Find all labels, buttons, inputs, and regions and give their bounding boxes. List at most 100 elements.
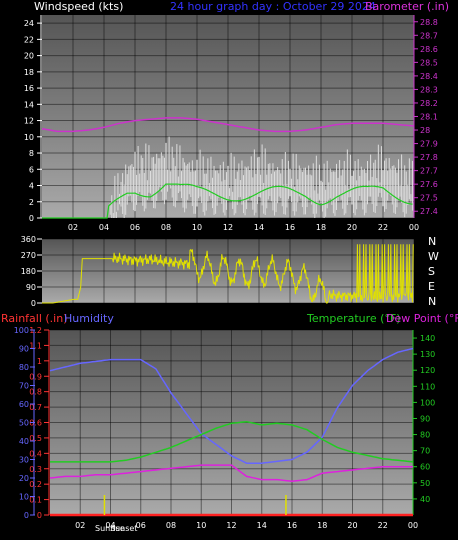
temp-panel-bg (50, 330, 413, 515)
temp-axis-title: Temperature (°F) (306, 312, 401, 325)
baro-tick-label: 28.4 (420, 72, 438, 81)
rain-axis-title: Rainfall (.in) (1, 312, 68, 325)
temp-x-tick-label: 10 (196, 521, 206, 530)
sunrise-label: Sunrise (95, 524, 125, 533)
chart-title: 24 hour graph day : October 29 2024 (170, 0, 376, 13)
wind-tick-label: 2 (29, 198, 34, 207)
humidity-line (49, 347, 414, 464)
baro-tick-label: 27.5 (420, 194, 438, 203)
wind-tick-label: 6 (29, 165, 34, 174)
baro-tick-label: 28.6 (420, 45, 438, 54)
temp-x-tick-label: 12 (226, 521, 236, 530)
rain-tick-label: 0.8 (29, 388, 42, 397)
baro-tick-label: 28.7 (420, 31, 438, 40)
dewpoint-line (49, 464, 413, 482)
temp-tick-label: 80 (420, 431, 430, 440)
temp-x-tick-label: 14 (257, 521, 267, 530)
compass-label: N (428, 235, 436, 248)
wind-tick-label: 18 (24, 68, 34, 77)
dew-axis-title: Dew Point (°F) (386, 312, 458, 325)
temp-tick-label: 130 (420, 350, 435, 359)
baro-tick-label: 28.2 (420, 99, 438, 108)
wind-tick-label: 24 (24, 19, 34, 28)
wind-x-tick-label: 08 (161, 223, 171, 232)
baro-tick-label: 27.7 (420, 167, 438, 176)
rain-tick-label: 1.2 (29, 326, 42, 335)
rain-tick-label: 0.1 (29, 496, 42, 505)
rain-tick-label: 1 (37, 357, 42, 366)
temp-tick-label: 70 (420, 447, 430, 456)
baro-tick-label: 28.3 (420, 85, 438, 94)
rain-tick-label: 0.9 (29, 372, 42, 381)
temp-x-tick-label: 18 (317, 521, 327, 530)
humidity-tick-label: 50 (19, 419, 29, 428)
humidity-tick-label: 20 (19, 474, 29, 483)
direction-tick-label: 270 (21, 251, 36, 260)
barometer-line (41, 117, 415, 133)
temp-x-tick-label: 16 (287, 521, 297, 530)
humidity-tick-label: 10 (19, 493, 29, 502)
wind-x-tick-label: 00 (409, 223, 419, 232)
wind-x-tick-label: 02 (68, 223, 78, 232)
wind-avg-line (42, 183, 413, 219)
compass-label: N (428, 295, 436, 308)
wind-x-tick-label: 14 (254, 223, 264, 232)
wind-axis-title: Windspeed (kts) (34, 0, 123, 13)
baro-axis-title: Barometer (.in) (365, 0, 449, 13)
temp-x-tick-label: 04 (105, 521, 115, 530)
wind-tick-label: 10 (24, 133, 34, 142)
rain-tick-label: 0.3 (29, 465, 42, 474)
temp-x-tick-label: 22 (378, 521, 388, 530)
rain-tick-label: 1.1 (29, 341, 42, 350)
temp-tick-label: 110 (420, 382, 435, 391)
humidity-tick-label: 90 (19, 345, 29, 354)
baro-tick-label: 27.9 (420, 140, 438, 149)
baro-tick-label: 27.6 (420, 180, 438, 189)
baro-tick-label: 28 (420, 126, 430, 135)
wind-tick-label: 8 (29, 149, 34, 158)
baro-tick-label: 27.4 (420, 207, 438, 216)
wind-x-tick-label: 12 (223, 223, 233, 232)
humidity-tick-label: 60 (19, 400, 29, 409)
temp-tick-label: 140 (420, 334, 435, 343)
humidity-tick-label: 0 (24, 511, 29, 520)
baro-tick-label: 28.5 (420, 58, 438, 67)
compass-label: W (428, 250, 439, 263)
humidity-axis-title: Humidity (64, 312, 114, 325)
humidity-tick-label: 30 (19, 456, 29, 465)
wind-direction-line (42, 244, 414, 304)
wind-x-tick-label: 10 (192, 223, 202, 232)
compass-label: S (428, 265, 435, 278)
temp-tick-label: 120 (420, 366, 435, 375)
wind-tick-label: 22 (24, 35, 34, 44)
rain-tick-label: 0.6 (29, 419, 42, 428)
rain-tick-label: 0.5 (29, 434, 42, 443)
compass-label: E (428, 280, 435, 293)
direction-tick-label: 180 (21, 267, 36, 276)
direction-tick-label: 0 (31, 299, 36, 308)
humidity-tick-label: 100 (14, 326, 29, 335)
humidity-tick-label: 40 (19, 437, 29, 446)
wind-tick-label: 20 (24, 52, 34, 61)
baro-tick-label: 28.8 (420, 18, 438, 27)
temp-x-tick-label: 06 (136, 521, 146, 530)
sunset-label: Sunset (110, 524, 137, 533)
wind-x-tick-label: 16 (285, 223, 295, 232)
temp-tick-label: 50 (420, 479, 430, 488)
temp-tick-label: 90 (420, 414, 430, 423)
wind-x-tick-label: 18 (316, 223, 326, 232)
wind-tick-label: 12 (24, 117, 34, 126)
rain-tick-label: 0.2 (29, 480, 42, 489)
direction-tick-label: 90 (26, 283, 36, 292)
rain-tick-label: 0.4 (29, 449, 42, 458)
wind-x-tick-label: 20 (347, 223, 357, 232)
temp-x-tick-label: 00 (408, 521, 418, 530)
temp-tick-label: 100 (420, 398, 435, 407)
temp-x-tick-label: 20 (347, 521, 357, 530)
temp-tick-label: 40 (420, 495, 430, 504)
rain-tick-label: 0 (37, 511, 42, 520)
baro-tick-label: 28.1 (420, 113, 438, 122)
wind-x-tick-label: 06 (130, 223, 140, 232)
direction-tick-label: 360 (21, 235, 36, 244)
